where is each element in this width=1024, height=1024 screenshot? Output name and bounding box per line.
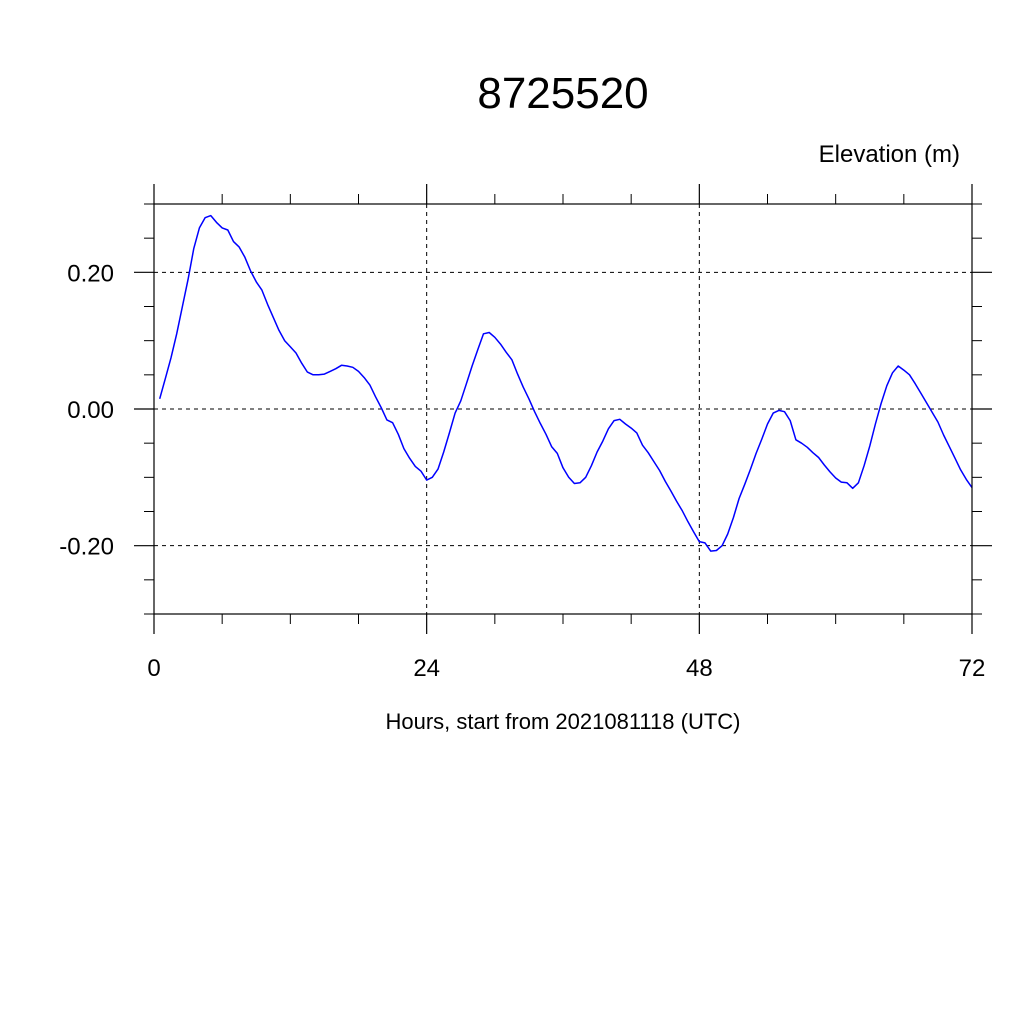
elevation-series-line — [158, 214, 973, 552]
x-axis-label: Hours, start from 2021081118 (UTC) — [386, 709, 741, 734]
x-tick-label: 48 — [686, 655, 713, 682]
label-layer: 0 24 48 72 -0.20 0.00 0.20 — [59, 260, 985, 682]
grid-layer — [154, 204, 972, 614]
y-tick-label: -0.20 — [59, 534, 114, 561]
x-tick-label: 24 — [413, 655, 440, 682]
x-tick-label: 0 — [147, 655, 160, 682]
chart-title: 8725520 — [477, 69, 648, 118]
tick-layer — [134, 184, 992, 634]
x-tick-label: 72 — [959, 655, 986, 682]
y-tick-label: 0.00 — [67, 397, 114, 424]
series-layer — [158, 214, 973, 552]
y-tick-label: 0.20 — [67, 260, 114, 287]
y-axis-unit-label: Elevation (m) — [819, 141, 960, 168]
plot-frame — [153, 203, 973, 615]
